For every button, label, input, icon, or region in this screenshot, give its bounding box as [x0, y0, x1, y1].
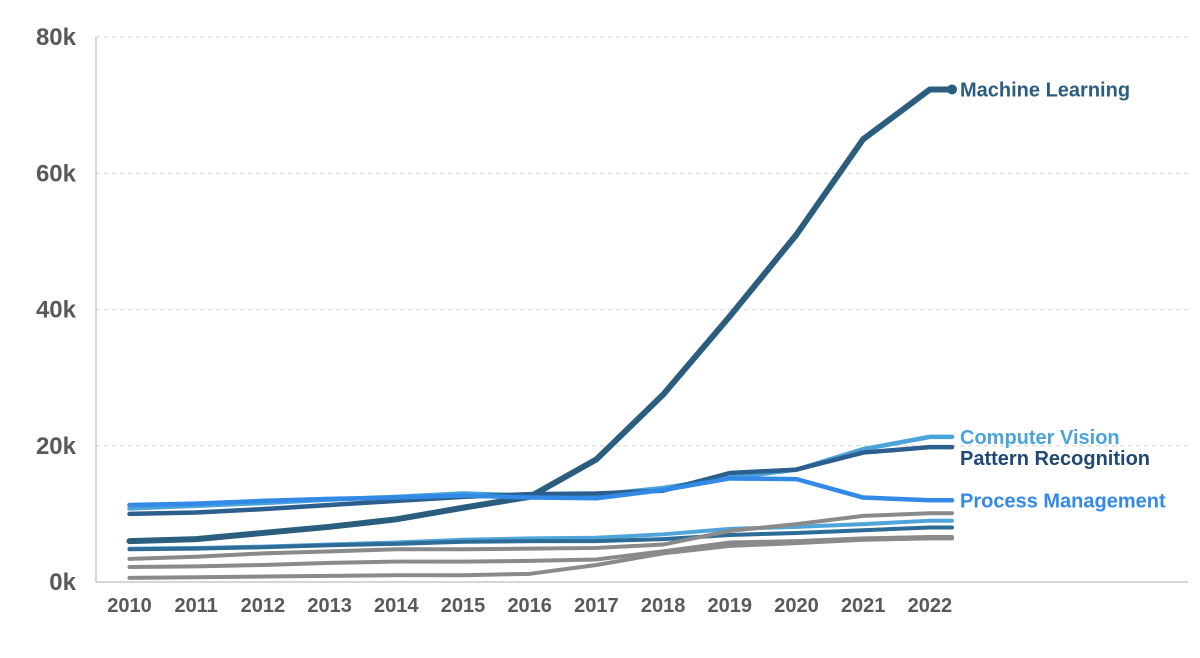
x-tick-label-2022: 2022 [908, 595, 953, 617]
x-tick-label-2017: 2017 [574, 595, 619, 617]
axes [95, 37, 1188, 583]
series-line-pattern-recognition [127, 444, 955, 517]
x-tick-label-2010: 2010 [107, 595, 152, 617]
y-tick-label-80k: 80k [36, 24, 77, 51]
series-line-unlabeled-gray-1 [127, 511, 954, 561]
series-line-unlabeled-steel-blue [127, 525, 954, 552]
x-tick-label-2021: 2021 [841, 595, 886, 617]
y-axis-tick-labels: 0k 20k 40k 60k 80k [36, 24, 77, 596]
series-lines [126, 84, 957, 580]
x-tick-label-2013: 2013 [307, 595, 352, 617]
x-tick-label-2016: 2016 [507, 595, 552, 617]
series-label-machine-learning: Machine Learning [960, 79, 1130, 101]
gridlines [96, 36, 1188, 447]
x-tick-label-2015: 2015 [441, 595, 486, 617]
series-label-pattern-recognition: Pattern Recognition [960, 448, 1150, 470]
y-tick-label-20k: 20k [36, 433, 77, 460]
x-tick-label-2018: 2018 [641, 595, 686, 617]
x-tick-label-2020: 2020 [774, 595, 819, 617]
x-axis-tick-labels: 2010 2011 2012 2013 2014 2015 2016 2017 2018 2019… [107, 595, 952, 617]
series-label-process-management: Process Management [960, 490, 1166, 512]
y-tick-label-40k: 40k [36, 297, 77, 324]
series-line-process-management [127, 476, 955, 508]
y-tick-label-60k: 60k [36, 160, 77, 187]
x-tick-label-2011: 2011 [175, 595, 218, 617]
x-tick-label-2012: 2012 [241, 595, 286, 617]
x-tick-label-2019: 2019 [708, 595, 753, 617]
y-tick-label-0k: 0k [49, 569, 76, 596]
series-label-computer-vision: Computer Vision [960, 427, 1120, 449]
series-end-dot-machine-learning [947, 84, 957, 95]
series-line-machine-learning [126, 86, 955, 545]
x-tick-label-2014: 2014 [374, 595, 419, 617]
series-line-unlabeled-gray-3 [127, 536, 954, 580]
